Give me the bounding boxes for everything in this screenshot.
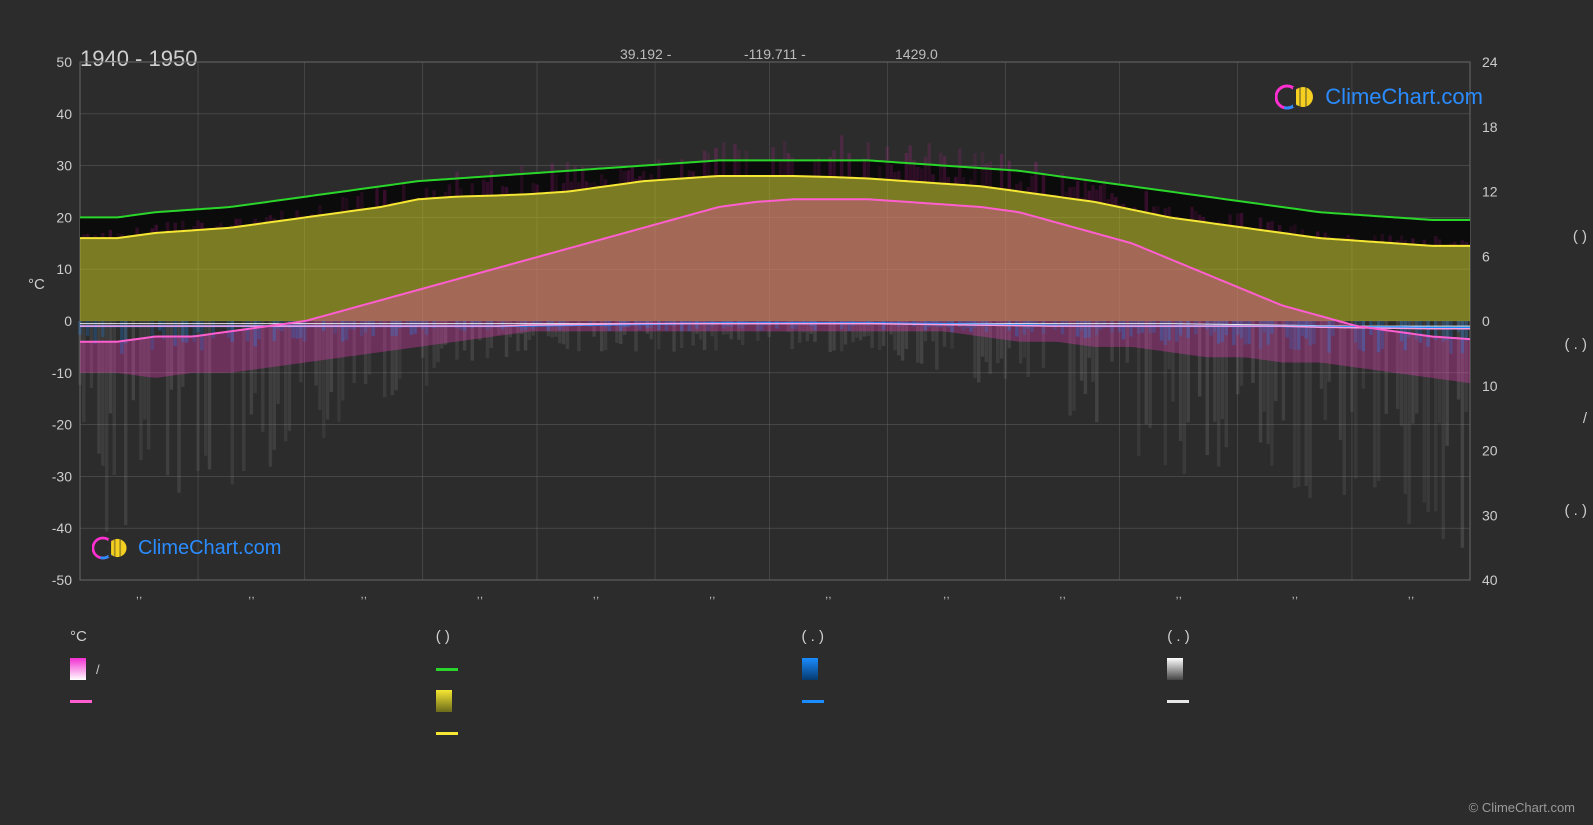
- svg-text:12: 12: [1482, 184, 1498, 200]
- legend-item: [802, 691, 1168, 711]
- svg-text:,,: ,,: [593, 587, 600, 601]
- svg-text:,,: ,,: [248, 587, 255, 601]
- svg-text:,,: ,,: [709, 587, 716, 601]
- svg-text:,,: ,,: [477, 587, 484, 601]
- svg-text:30: 30: [56, 158, 72, 174]
- legend: °C( )( . )( . ) /: [70, 628, 1533, 743]
- copyright: © ClimeChart.com: [1469, 800, 1575, 815]
- svg-text:18: 18: [1482, 119, 1498, 135]
- legend-swatch: [802, 700, 824, 703]
- brand-logo-bottom: ClimeChart.com: [92, 534, 281, 562]
- legend-column: [436, 659, 802, 743]
- legend-item: /: [70, 659, 436, 679]
- legend-item: [70, 691, 436, 711]
- svg-text:20: 20: [56, 209, 72, 225]
- brand-text: ClimeChart.com: [138, 537, 281, 560]
- legend-header: ( . ): [802, 628, 1168, 645]
- legend-swatch: [70, 658, 86, 680]
- legend-item: [1167, 659, 1533, 679]
- svg-text:,,: ,,: [825, 587, 832, 601]
- legend-header: ( ): [436, 628, 802, 645]
- svg-text:-10: -10: [52, 365, 72, 381]
- svg-text:-20: -20: [52, 417, 72, 433]
- svg-text:10: 10: [1482, 378, 1498, 394]
- legend-swatch: [70, 700, 92, 703]
- svg-text:-40: -40: [52, 520, 72, 536]
- legend-swatch: [436, 732, 458, 735]
- svg-text:,,: ,,: [1408, 587, 1415, 601]
- svg-text:-30: -30: [52, 468, 72, 484]
- legend-item: [436, 691, 802, 711]
- legend-swatch: [436, 690, 452, 712]
- svg-text:0: 0: [64, 313, 72, 329]
- svg-text:,,: ,,: [943, 587, 950, 601]
- legend-label: /: [96, 662, 100, 677]
- legend-swatch: [1167, 700, 1189, 703]
- svg-text:40: 40: [1482, 572, 1498, 588]
- svg-text:-50: -50: [52, 572, 72, 588]
- legend-header: °C: [70, 628, 436, 645]
- svg-text:50: 50: [56, 54, 72, 70]
- svg-text:,,: ,,: [1291, 587, 1298, 601]
- legend-item: [436, 723, 802, 743]
- brand-text: ClimeChart.com: [1325, 84, 1483, 110]
- legend-header: ( . ): [1167, 628, 1533, 645]
- legend-item: [802, 659, 1168, 679]
- svg-text:30: 30: [1482, 507, 1498, 523]
- brand-logo-top: ClimeChart.com: [1275, 82, 1483, 112]
- legend-swatch: [802, 658, 818, 680]
- svg-text:6: 6: [1482, 248, 1490, 264]
- legend-column: [802, 659, 1168, 743]
- svg-text:20: 20: [1482, 443, 1498, 459]
- svg-text:0: 0: [1482, 313, 1490, 329]
- svg-text:,,: ,,: [1059, 587, 1066, 601]
- legend-swatch: [1167, 658, 1183, 680]
- svg-text:,,: ,,: [1175, 587, 1182, 601]
- legend-item: [436, 659, 802, 679]
- legend-column: /: [70, 659, 436, 743]
- svg-text:24: 24: [1482, 54, 1498, 70]
- legend-item: [1167, 691, 1533, 711]
- legend-swatch: [436, 668, 458, 671]
- svg-text:10: 10: [56, 261, 72, 277]
- svg-text:40: 40: [56, 106, 72, 122]
- svg-text:,,: ,,: [136, 587, 143, 601]
- legend-column: [1167, 659, 1533, 743]
- svg-text:,,: ,,: [360, 587, 367, 601]
